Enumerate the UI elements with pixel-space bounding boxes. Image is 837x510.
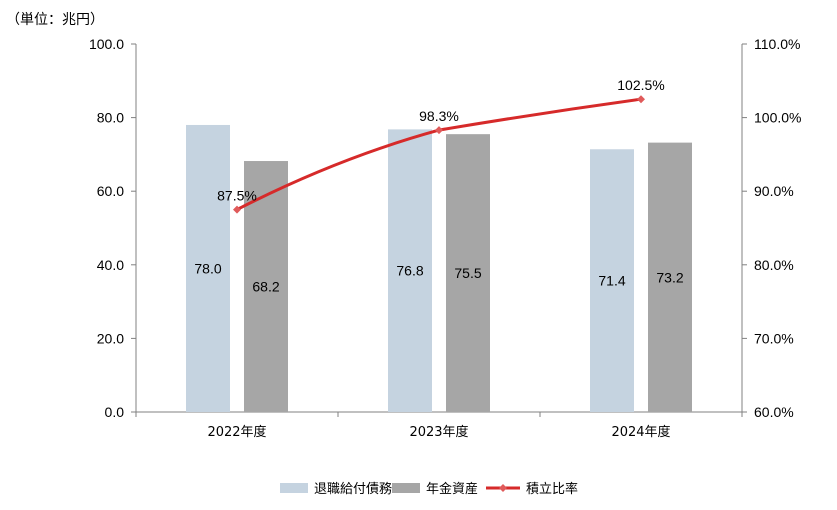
- ratio-data-label: 98.3%: [419, 108, 459, 124]
- bar-data-label: 76.8: [396, 263, 423, 279]
- left-tick-label: 100.0: [89, 36, 124, 52]
- left-tick-label: 40.0: [97, 257, 124, 273]
- axes: 0.0 20.0 40.0 60.0 80.0 100.0 60.0% 70.0% 80.0% 9…: [89, 36, 802, 440]
- ratio-data-label: 102.5%: [617, 77, 664, 93]
- legend: 退職給付債務 年金資産 積立比率: [280, 481, 578, 497]
- ratio-marker: [435, 126, 443, 135]
- bar-data-label: 78.0: [194, 260, 221, 276]
- bar-data-label: 73.2: [656, 269, 683, 285]
- data-labels: 78.0 68.2 76.8 75.5 71.4 73.2 87.5% 98.3% 102.5%: [194, 77, 683, 294]
- legend-item-assets-swatch: [392, 483, 420, 493]
- right-tick-label: 100.0%: [754, 110, 801, 126]
- x-tick-label: 2022年度: [207, 424, 266, 440]
- x-tick-label: 2024年度: [611, 424, 670, 440]
- legend-item-obligation-label: 退職給付債務: [314, 482, 392, 497]
- unit-label: （単位：兆円）: [6, 12, 104, 28]
- ratio-line: [233, 95, 645, 214]
- bar-data-label: 68.2: [252, 279, 279, 295]
- legend-item-assets-label: 年金資産: [426, 481, 478, 497]
- bar-obligation: [590, 149, 634, 413]
- legend-item-ratio-marker: [499, 484, 507, 492]
- legend-item-obligation-swatch: [280, 483, 308, 493]
- right-tick-label: 90.0%: [754, 183, 794, 199]
- left-tick-label: 20.0: [97, 330, 124, 346]
- bars: [186, 124, 692, 413]
- right-tick-label: 80.0%: [754, 257, 794, 273]
- bar-data-label: 75.5: [454, 265, 481, 281]
- right-tick-label: 70.0%: [754, 330, 794, 346]
- bar-assets: [648, 142, 692, 412]
- ratio-marker: [233, 205, 241, 214]
- bar-data-label: 71.4: [598, 273, 625, 289]
- legend-item-ratio-label: 積立比率: [526, 481, 578, 497]
- left-tick-label: 60.0: [97, 183, 124, 199]
- x-tick-label: 2023年度: [409, 424, 468, 440]
- bar-assets: [446, 134, 490, 412]
- right-tick-label: 110.0%: [754, 36, 800, 52]
- left-tick-label: 0.0: [105, 404, 125, 420]
- right-tick-label: 60.0%: [754, 404, 794, 420]
- ratio-marker: [637, 95, 645, 104]
- bar-obligation: [388, 129, 432, 412]
- left-tick-label: 80.0: [97, 110, 124, 126]
- bar-obligation: [186, 124, 230, 413]
- ratio-data-label: 87.5%: [217, 188, 257, 204]
